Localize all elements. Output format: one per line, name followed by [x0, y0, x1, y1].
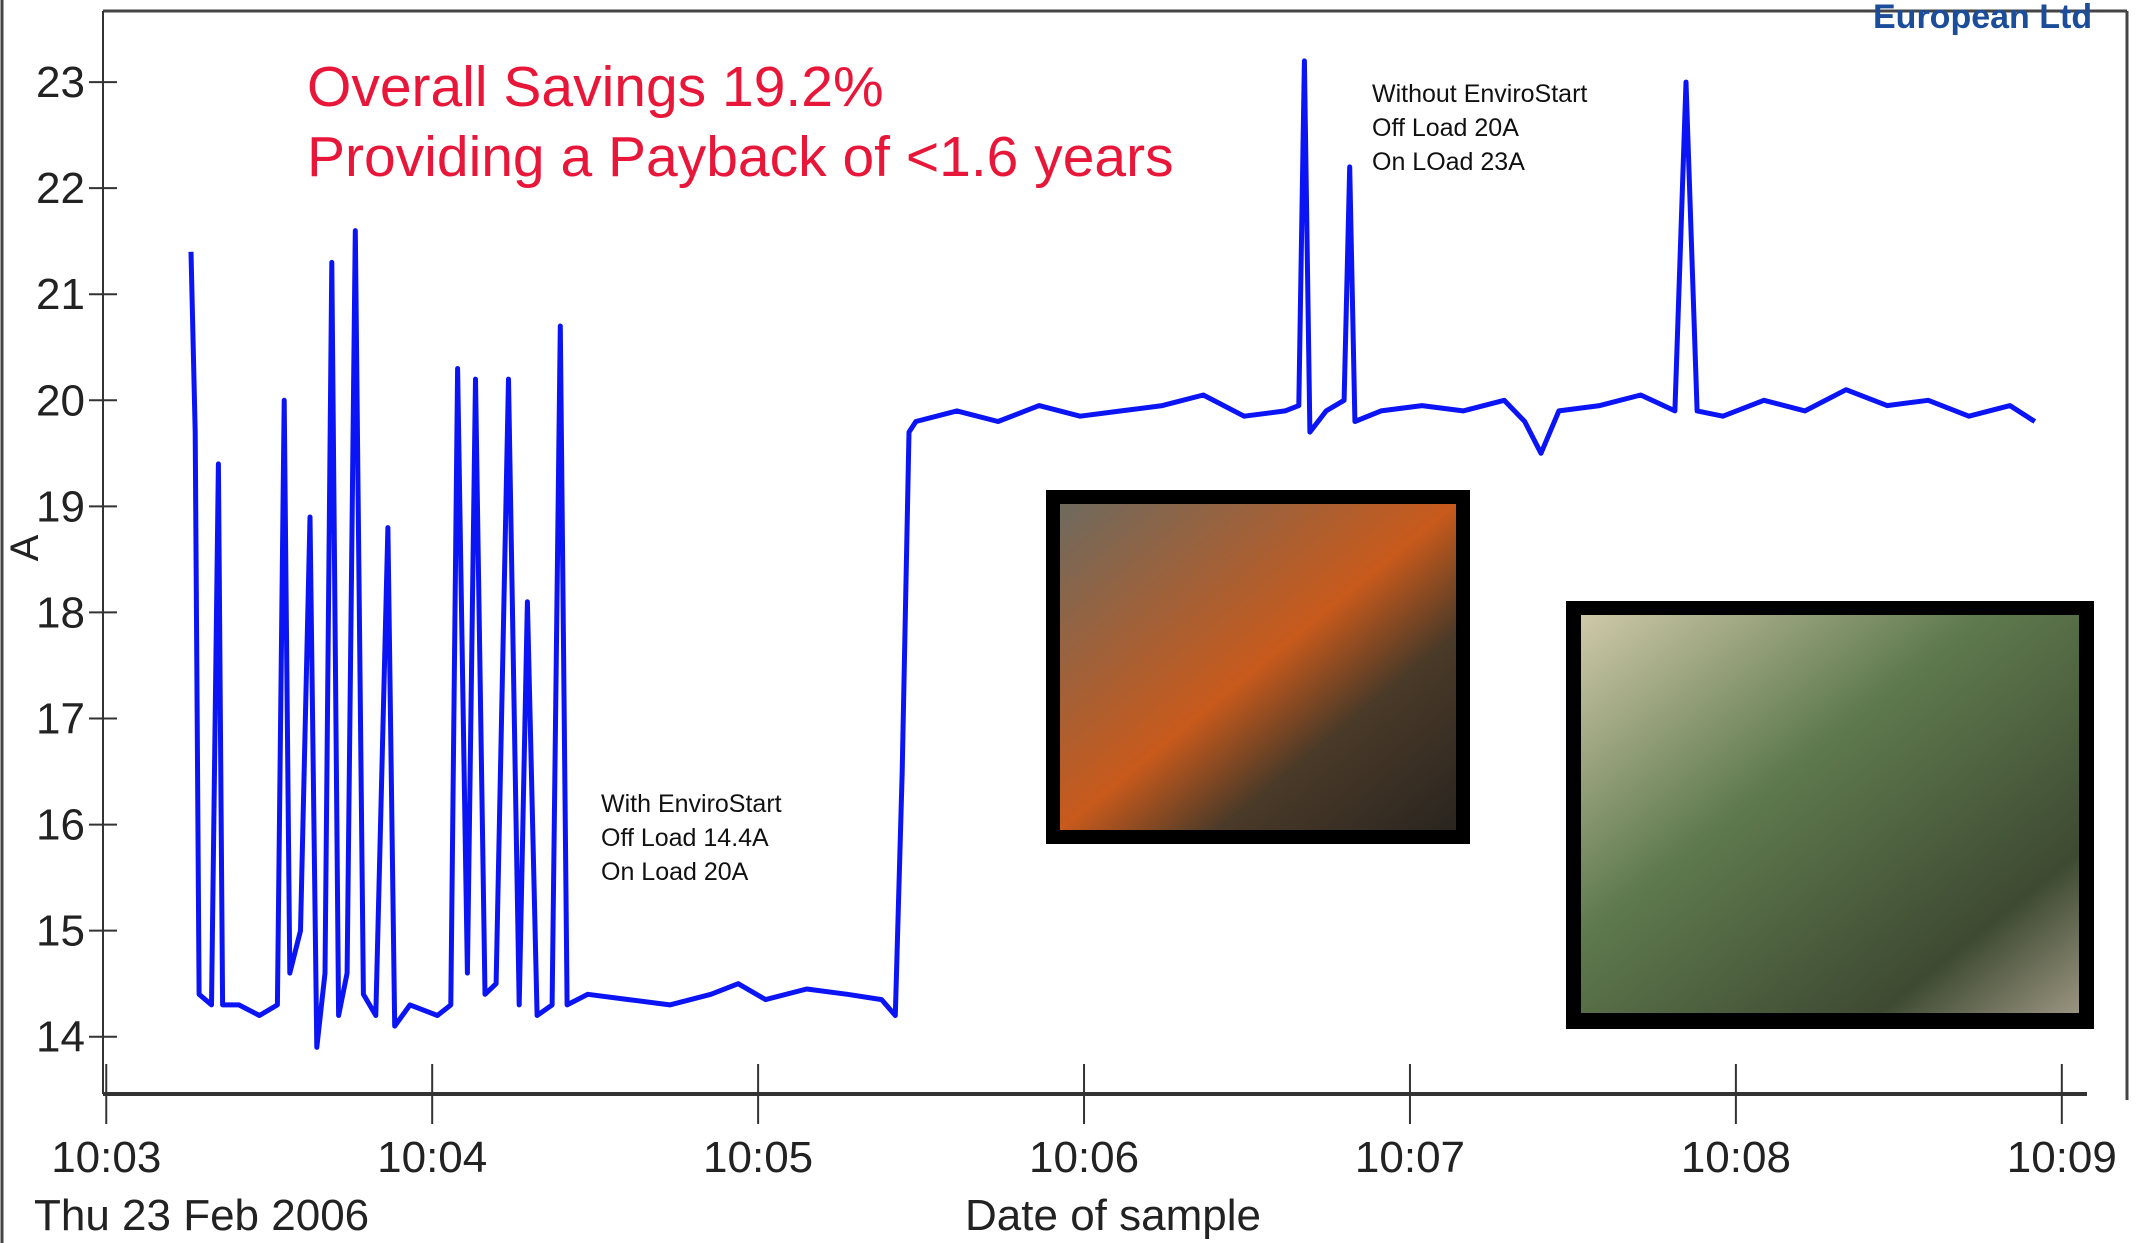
- annotation: Off Load 20A: [1372, 114, 1519, 142]
- y-tick-label: 18: [36, 588, 85, 637]
- title: Overall Savings 19.2%: [307, 55, 884, 119]
- date-label: Thu 23 Feb 2006: [34, 1191, 369, 1240]
- x-tick-label: 10:06: [1029, 1133, 1139, 1182]
- annotation: On LOad 23A: [1372, 148, 1525, 176]
- annotation: On Load 20A: [601, 858, 749, 886]
- x-tick-label: 10:03: [51, 1133, 161, 1182]
- x-tick-label: 10:09: [2007, 1133, 2117, 1182]
- x-axis-label: Date of sample: [965, 1191, 1261, 1240]
- photo-furnace: [1046, 490, 1470, 844]
- x-tick-label: 10:07: [1355, 1133, 1465, 1182]
- y-tick-label: 15: [36, 907, 85, 956]
- photo-press: [1566, 601, 2094, 1029]
- y-tick-label: 14: [36, 1013, 85, 1062]
- annotation: Without EnviroStart: [1372, 80, 1587, 108]
- data-line: [188, 58, 2037, 1050]
- y-tick-label: 20: [36, 376, 85, 425]
- x-tick-label: 10:05: [703, 1133, 813, 1182]
- annotation: Off Load 14.4A: [601, 824, 769, 852]
- x-tick-label: 10:08: [1681, 1133, 1791, 1182]
- brand: European Ltd: [1873, 0, 2092, 36]
- subtitle: Providing a Payback of <1.6 years: [307, 125, 1174, 189]
- y-tick-label: 16: [36, 801, 85, 850]
- y-tick-label: 21: [36, 270, 85, 319]
- x-tick-label: 10:04: [377, 1133, 487, 1182]
- y-tick-label: 22: [36, 164, 85, 213]
- annotation: With EnviroStart: [601, 790, 782, 818]
- y-axis-label: A: [3, 534, 47, 561]
- y-tick-label: 19: [36, 482, 85, 531]
- y-tick-label: 17: [36, 695, 85, 744]
- y-tick-label: 23: [36, 58, 85, 107]
